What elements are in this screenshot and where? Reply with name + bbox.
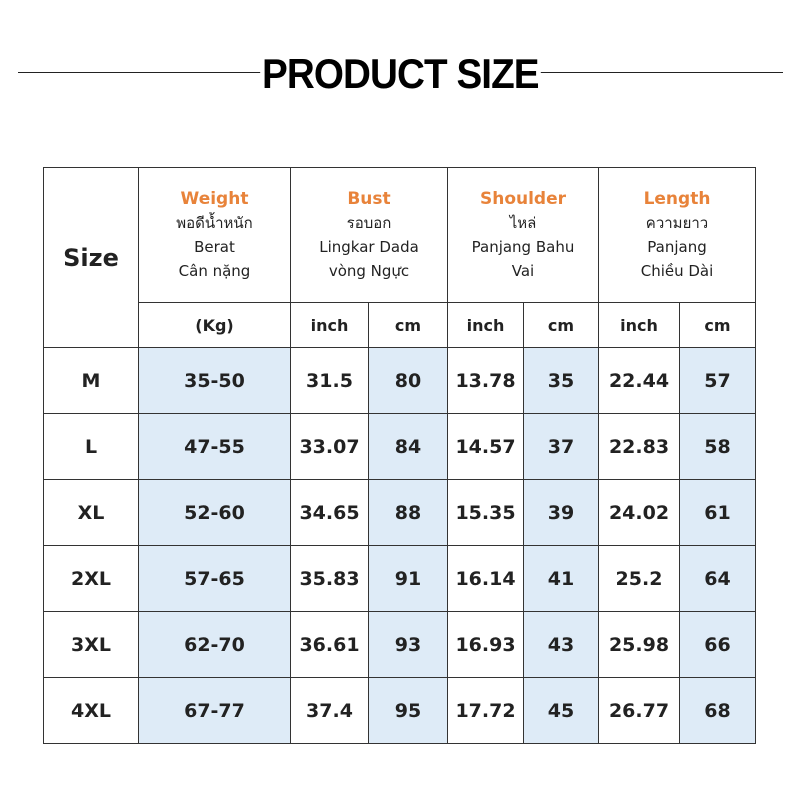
value-cell: 35	[523, 347, 599, 414]
value-cell: 45	[523, 677, 599, 744]
size-header: Size	[43, 167, 139, 348]
group-subtitle: Chiều Dài	[640, 262, 714, 280]
data-row: 2XL 57-65 35.83 91 16.14 41 25.2 64	[43, 545, 756, 612]
value-cell: 41	[523, 545, 599, 612]
value-cell: 67-77	[138, 677, 291, 744]
group-subtitle: Lingkar Dada	[319, 238, 419, 256]
data-row: 3XL 62-70 36.61 93 16.93 43 25.98 66	[43, 611, 756, 678]
value-cell: 14.57	[447, 413, 524, 480]
value-cell: 15.35	[447, 479, 524, 546]
group-subtitle: ไหล่	[509, 214, 537, 232]
value-cell: 31.5	[290, 347, 369, 414]
unit-row: (Kg) inch cm inch cm inch cm	[44, 302, 756, 348]
value-cell: 22.44	[598, 347, 680, 414]
header-row: Size Weight พอดีน้ำหนัก Berat Cân nặng Bust รอ…	[43, 167, 756, 348]
group-subtitle: ความยาว	[645, 214, 709, 232]
data-row: L 47-55 33.07 84 14.57 37 22.83 58	[43, 413, 756, 480]
group-subtitle: รอบอก	[346, 214, 392, 232]
value-cell: 62-70	[138, 611, 291, 678]
value-cell: 57-65	[138, 545, 291, 612]
value-cell: 25.98	[598, 611, 680, 678]
value-cell: 39	[523, 479, 599, 546]
data-row: M 35-50 31.5 80 13.78 35 22.44 57	[43, 347, 756, 414]
value-cell: 35.83	[290, 545, 369, 612]
value-cell: 35-50	[138, 347, 291, 414]
size-cell: 2XL	[43, 545, 139, 612]
unit-cell: (Kg)	[138, 302, 291, 348]
value-cell: 95	[368, 677, 448, 744]
unit-cell: cm	[368, 302, 448, 348]
group-header: Bust รอบอก Lingkar Dada vòng Ngực	[290, 167, 448, 303]
title: PRODUCT SIZE	[259, 50, 541, 98]
group-subtitle: Vai	[511, 262, 535, 280]
group-header: Weight พอดีน้ำหนัก Berat Cân nặng	[138, 167, 291, 303]
value-cell: 37	[523, 413, 599, 480]
value-cell: 37.4	[290, 677, 369, 744]
value-cell: 84	[368, 413, 448, 480]
group-title: Shoulder	[479, 189, 567, 209]
value-cell: 26.77	[598, 677, 680, 744]
group-subtitle: Cân nặng	[178, 262, 251, 280]
value-cell: 80	[368, 347, 448, 414]
unit-cell: inch	[598, 302, 680, 348]
table-body: Size Weight พอดีน้ำหนัก Berat Cân nặng Bust รอ…	[43, 167, 756, 744]
value-cell: 34.65	[290, 479, 369, 546]
group-title: Length	[643, 189, 711, 209]
size-cell: XL	[43, 479, 139, 546]
value-cell: 17.72	[447, 677, 524, 744]
value-cell: 91	[368, 545, 448, 612]
value-cell: 68	[679, 677, 756, 744]
group-header: Shoulder ไหล่ Panjang Bahu Vai	[447, 167, 599, 303]
value-cell: 16.93	[447, 611, 524, 678]
value-cell: 64	[679, 545, 756, 612]
size-cell: 4XL	[43, 677, 139, 744]
value-cell: 24.02	[598, 479, 680, 546]
unit-cell: inch	[290, 302, 369, 348]
value-cell: 57	[679, 347, 756, 414]
size-table: Size Weight พอดีน้ำหนัก Berat Cân nặng Bust รอ…	[43, 167, 756, 744]
size-cell: L	[43, 413, 139, 480]
unit-cell: cm	[679, 302, 756, 348]
value-cell: 36.61	[290, 611, 369, 678]
group-title: Weight	[180, 189, 249, 209]
size-cell: 3XL	[43, 611, 139, 678]
value-cell: 93	[368, 611, 448, 678]
data-row: 4XL 67-77 37.4 95 17.72 45 26.77 68	[43, 677, 756, 744]
size-cell: M	[43, 347, 139, 414]
group-header: Length ความยาว Panjang Chiều Dài	[598, 167, 756, 303]
value-cell: 66	[679, 611, 756, 678]
value-cell: 33.07	[290, 413, 369, 480]
group-subtitle: พอดีน้ำหนัก	[176, 214, 253, 232]
value-cell: 88	[368, 479, 448, 546]
value-cell: 47-55	[138, 413, 291, 480]
group-subtitle: Berat	[194, 238, 235, 256]
value-cell: 13.78	[447, 347, 524, 414]
value-cell: 43	[523, 611, 599, 678]
group-subtitle: Panjang	[647, 238, 707, 256]
value-cell: 16.14	[447, 545, 524, 612]
group-subtitle: Panjang Bahu	[471, 238, 575, 256]
data-row: XL 52-60 34.65 88 15.35 39 24.02 61	[43, 479, 756, 546]
value-cell: 25.2	[598, 545, 680, 612]
group-title: Bust	[347, 189, 391, 209]
group-subtitle: vòng Ngực	[328, 262, 410, 280]
title-wrap: PRODUCT SIZE	[0, 50, 800, 98]
unit-cell: inch	[447, 302, 524, 348]
value-cell: 52-60	[138, 479, 291, 546]
value-cell: 22.83	[598, 413, 680, 480]
unit-cell: cm	[523, 302, 599, 348]
value-cell: 61	[679, 479, 756, 546]
value-cell: 58	[679, 413, 756, 480]
